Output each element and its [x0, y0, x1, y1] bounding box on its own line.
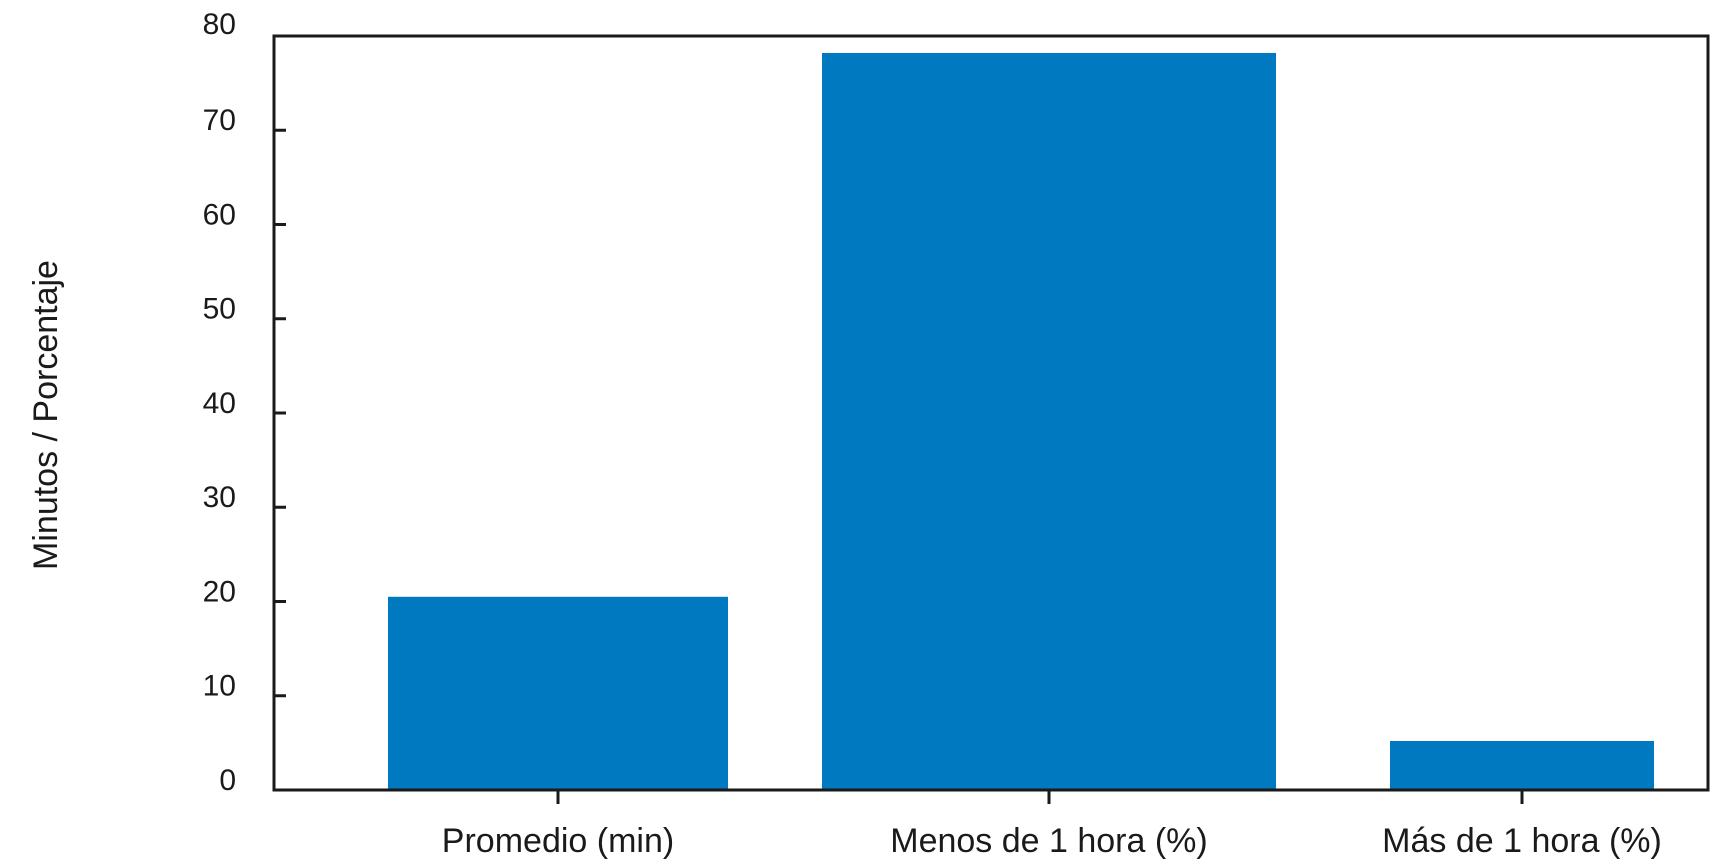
- bar-3: [1390, 740, 1654, 790]
- y-tick-label-2: 20: [203, 575, 236, 608]
- x-tick-label-1: Promedio (min): [442, 822, 674, 860]
- y-tick-label-6: 60: [203, 198, 236, 231]
- y-tick-label-7: 70: [203, 104, 236, 137]
- y-tick-label-3: 30: [203, 481, 236, 514]
- y-tick-label-1: 10: [203, 670, 236, 703]
- y-tick-label-0: 0: [219, 764, 236, 797]
- bars-group: [388, 52, 1654, 790]
- y-axis-ticks: 0 10 20 30 40 50 60 70 80: [203, 8, 286, 797]
- y-axis-title: Minutos / Porcentaje: [27, 260, 65, 570]
- x-tick-label-2: Menos de 1 hora (%): [890, 822, 1208, 860]
- y-tick-label-5: 50: [203, 293, 236, 326]
- x-tick-label-3: Más de 1 hora (%): [1382, 822, 1662, 860]
- y-tick-label-4: 40: [203, 387, 236, 420]
- bar-1: [388, 596, 728, 790]
- bar-2: [822, 52, 1276, 790]
- y-tick-label-8: 80: [203, 8, 236, 41]
- x-axis-ticks: Promedio (min) Menos de 1 hora (%) Más de …: [442, 790, 1662, 860]
